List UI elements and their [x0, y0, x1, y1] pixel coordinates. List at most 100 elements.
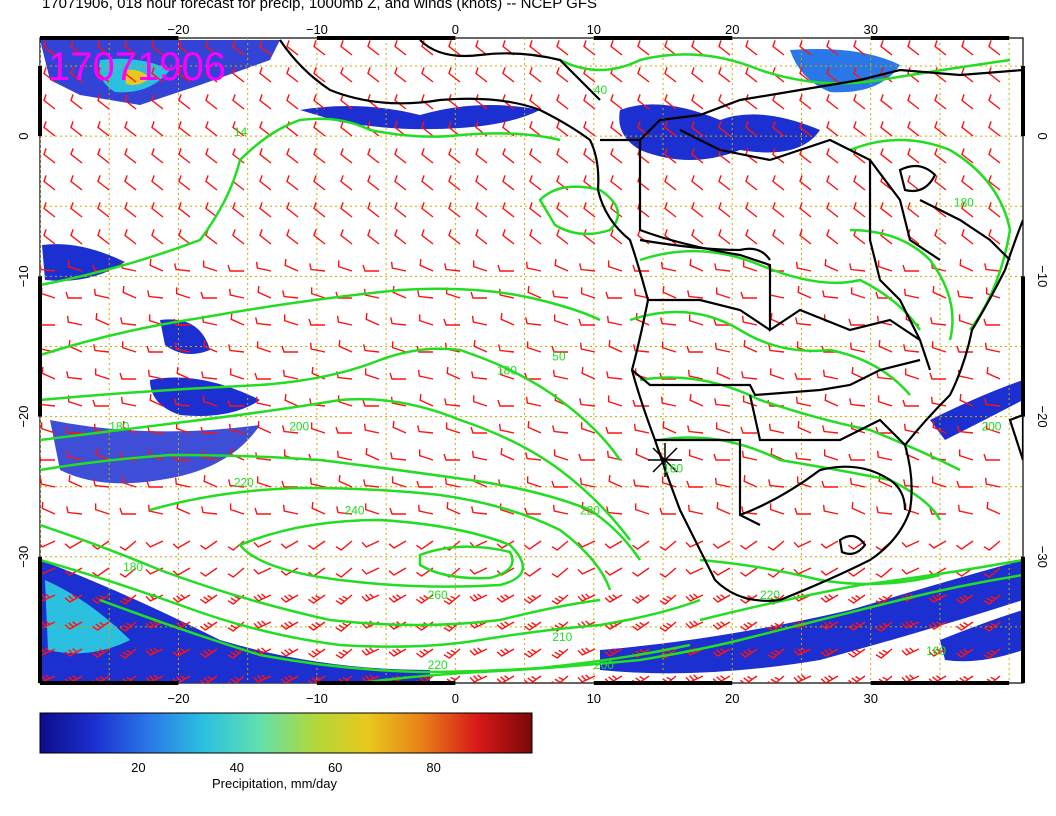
wind-barb — [40, 453, 55, 461]
wind-barb — [853, 148, 866, 164]
wind-barb — [880, 202, 893, 218]
wind-barb — [934, 121, 947, 137]
wind-barb — [928, 621, 947, 630]
wind-barb — [229, 503, 245, 515]
wind-barb — [151, 40, 164, 56]
wind-barb — [745, 175, 758, 191]
wind-barb — [120, 396, 137, 407]
wind-barb — [553, 314, 569, 326]
wind-barb — [583, 121, 596, 137]
wind-barb — [311, 501, 326, 515]
wind-barb — [363, 479, 380, 488]
wind-barb — [983, 621, 1001, 632]
wind-barb — [691, 40, 704, 56]
wind-barb — [985, 422, 1001, 434]
wind-barb — [826, 175, 839, 191]
wind-barb — [178, 175, 191, 191]
wind-barb — [633, 344, 650, 353]
wind-barb — [524, 621, 542, 631]
wind-barb — [308, 594, 326, 604]
wind-barb — [64, 621, 83, 630]
wind-barb — [448, 202, 461, 218]
wind-barb — [604, 567, 623, 576]
wind-barb — [310, 422, 326, 434]
wind-barb — [632, 399, 649, 407]
wind-barb — [740, 426, 757, 434]
wind-barb — [664, 175, 677, 191]
wind-barb — [94, 368, 110, 380]
wind-barb — [686, 480, 703, 488]
wind-barb — [823, 449, 839, 461]
contour-label: 180 — [497, 364, 517, 378]
wind-barb — [40, 263, 56, 272]
wind-barb — [907, 148, 920, 164]
wind-barb — [660, 261, 677, 272]
wind-barb — [390, 452, 407, 461]
wind-barb — [907, 121, 920, 137]
wind-barb — [475, 148, 488, 164]
wind-barb — [822, 369, 839, 380]
wind-barb — [124, 67, 137, 83]
wind-barb — [632, 567, 650, 577]
wind-barb — [286, 94, 299, 110]
wind-barb — [255, 396, 272, 407]
wind-barb — [470, 291, 487, 299]
wind-barb — [313, 148, 326, 164]
wind-barb — [496, 621, 515, 630]
wind-barb — [471, 371, 488, 380]
wind-barb — [745, 229, 758, 245]
wind-barb — [607, 395, 623, 407]
x-tick-label-top: 20 — [725, 22, 739, 37]
wind-barb — [41, 366, 56, 380]
wind-barb — [443, 648, 461, 659]
contour-line — [40, 347, 622, 461]
wind-barb — [637, 40, 650, 56]
wind-barb — [556, 121, 569, 137]
wind-barb — [502, 229, 515, 245]
wind-barb — [685, 620, 704, 629]
wind-barb — [502, 148, 515, 164]
wind-barb — [716, 366, 731, 380]
wind-barb — [389, 507, 406, 515]
wind-barb — [418, 314, 434, 326]
wind-barb — [664, 40, 677, 56]
wind-barb — [67, 260, 83, 272]
wind-barb — [151, 175, 164, 191]
wind-barb — [43, 40, 56, 56]
wind-barb — [43, 148, 56, 164]
wind-barb — [524, 648, 542, 658]
wind-barb — [983, 540, 1001, 551]
contour-label: 160 — [663, 462, 683, 476]
wind-barb — [799, 229, 812, 245]
wind-barb — [961, 175, 974, 191]
wind-barb — [418, 449, 434, 461]
wind-barb — [718, 175, 731, 191]
wind-barb — [364, 503, 380, 515]
wind-barb — [553, 449, 569, 461]
wind-barb — [551, 540, 569, 551]
wind-barb — [826, 202, 839, 218]
wind-barb — [529, 40, 542, 56]
wind-barb — [577, 593, 596, 602]
wind-barb — [772, 40, 785, 56]
wind-barb — [691, 202, 704, 218]
wind-barb — [417, 290, 434, 299]
wind-barb — [174, 398, 191, 407]
wind-barb — [388, 648, 407, 657]
wind-barb — [745, 40, 758, 56]
wind-barb — [687, 369, 704, 380]
wind-barb — [340, 202, 353, 218]
wind-barb — [579, 477, 596, 488]
wind-barb — [848, 648, 866, 658]
wind-barb — [961, 94, 974, 110]
y-tick-label-right: −20 — [1035, 406, 1050, 428]
wind-barb — [767, 675, 785, 683]
wind-barb — [469, 674, 488, 683]
wind-barb — [821, 345, 838, 353]
wind-barb — [202, 395, 218, 407]
wind-barb — [230, 447, 245, 461]
y-tick-label-right: −10 — [1035, 265, 1050, 287]
wind-barb — [254, 507, 271, 515]
precip-southwest — [40, 560, 430, 683]
wind-barb — [200, 426, 217, 434]
